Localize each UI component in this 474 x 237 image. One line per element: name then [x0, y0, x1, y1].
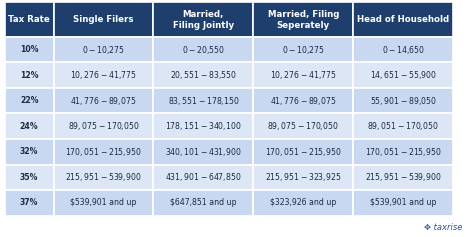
- Text: 22%: 22%: [20, 96, 38, 105]
- Text: $41,776 - $89,075: $41,776 - $89,075: [70, 95, 137, 107]
- Text: ✥ taxrise: ✥ taxrise: [424, 223, 462, 232]
- Bar: [154, 139, 253, 164]
- Text: 37%: 37%: [20, 198, 38, 207]
- Text: Married, Filing
Seperately: Married, Filing Seperately: [267, 9, 339, 30]
- Bar: [253, 2, 353, 37]
- Text: 32%: 32%: [20, 147, 38, 156]
- Text: Single Filers: Single Filers: [73, 15, 134, 24]
- Text: $215,951 - $539,900: $215,951 - $539,900: [365, 171, 441, 183]
- Bar: [154, 37, 253, 62]
- Bar: [353, 37, 453, 62]
- Bar: [5, 164, 54, 190]
- Bar: [54, 62, 154, 88]
- Text: $215,951 - $323,925: $215,951 - $323,925: [265, 171, 341, 183]
- Bar: [54, 190, 154, 216]
- Bar: [5, 88, 54, 114]
- Text: $539,901 and up: $539,901 and up: [370, 198, 436, 207]
- Text: $89,051 - $170,050: $89,051 - $170,050: [367, 120, 439, 132]
- Text: $83,551 - $178,150: $83,551 - $178,150: [167, 95, 239, 107]
- Text: $55,901 - $89,050: $55,901 - $89,050: [370, 95, 437, 107]
- Bar: [154, 88, 253, 114]
- Bar: [353, 2, 453, 37]
- Bar: [353, 114, 453, 139]
- Bar: [154, 62, 253, 88]
- Text: 12%: 12%: [20, 71, 38, 80]
- Text: Head of Household: Head of Household: [357, 15, 449, 24]
- Text: $323,926 and up: $323,926 and up: [270, 198, 337, 207]
- Text: $89,075 - $170,050: $89,075 - $170,050: [267, 120, 339, 132]
- Bar: [5, 139, 54, 164]
- Text: $539,901 and up: $539,901 and up: [70, 198, 137, 207]
- Text: $431,901 - $647,850: $431,901 - $647,850: [165, 171, 242, 183]
- Text: Married,
Filing Jointly: Married, Filing Jointly: [173, 9, 234, 30]
- Text: $20,551 - $83,550: $20,551 - $83,550: [170, 69, 237, 81]
- Bar: [353, 88, 453, 114]
- Text: 24%: 24%: [20, 122, 38, 131]
- Text: $647,851 and up: $647,851 and up: [170, 198, 237, 207]
- Text: $14,651 - $55,900: $14,651 - $55,900: [370, 69, 437, 81]
- Text: $170,051 - $215,950: $170,051 - $215,950: [265, 146, 341, 158]
- Bar: [353, 139, 453, 164]
- Text: $0 - $14,650: $0 - $14,650: [382, 44, 425, 55]
- Text: $340,101 - $431,900: $340,101 - $431,900: [165, 146, 242, 158]
- Bar: [54, 114, 154, 139]
- Bar: [5, 190, 54, 216]
- Bar: [154, 164, 253, 190]
- Text: 35%: 35%: [20, 173, 38, 182]
- Text: $215,951 - $539,900: $215,951 - $539,900: [65, 171, 142, 183]
- Text: $10,276 - $41,775: $10,276 - $41,775: [70, 69, 137, 81]
- Bar: [54, 164, 154, 190]
- Bar: [253, 164, 353, 190]
- Bar: [253, 62, 353, 88]
- Bar: [253, 114, 353, 139]
- Bar: [253, 139, 353, 164]
- Text: $170,051 - $215,950: $170,051 - $215,950: [65, 146, 142, 158]
- Text: $0 - $10,275: $0 - $10,275: [282, 44, 325, 55]
- Bar: [54, 88, 154, 114]
- Text: 10%: 10%: [20, 45, 38, 54]
- Bar: [54, 37, 154, 62]
- Bar: [5, 37, 54, 62]
- Bar: [253, 37, 353, 62]
- Bar: [54, 139, 154, 164]
- Bar: [353, 62, 453, 88]
- Bar: [353, 190, 453, 216]
- Bar: [54, 2, 154, 37]
- Bar: [253, 88, 353, 114]
- Text: $0 - $10,275: $0 - $10,275: [82, 44, 125, 55]
- Bar: [5, 2, 54, 37]
- Bar: [5, 62, 54, 88]
- Bar: [154, 114, 253, 139]
- Bar: [154, 2, 253, 37]
- Text: $41,776 - $89,075: $41,776 - $89,075: [270, 95, 337, 107]
- Bar: [154, 190, 253, 216]
- Text: $89,075 - $170,050: $89,075 - $170,050: [68, 120, 139, 132]
- Bar: [5, 114, 54, 139]
- Text: $170,051 - $215,950: $170,051 - $215,950: [365, 146, 441, 158]
- Text: Tax Rate: Tax Rate: [8, 15, 50, 24]
- Text: $10,276 - $41,775: $10,276 - $41,775: [270, 69, 337, 81]
- Text: $178,151 - $340,100: $178,151 - $340,100: [165, 120, 242, 132]
- Bar: [253, 190, 353, 216]
- Bar: [353, 164, 453, 190]
- Text: $0 - $20,550: $0 - $20,550: [182, 44, 225, 55]
